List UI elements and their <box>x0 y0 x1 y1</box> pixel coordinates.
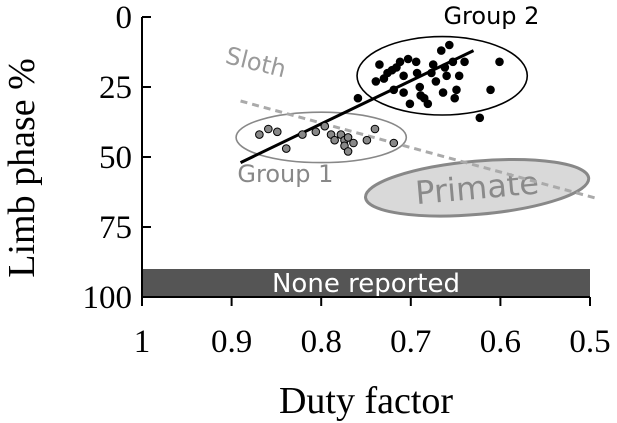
data-points-layer <box>255 40 504 156</box>
group-2-point <box>445 40 454 50</box>
group-2-point <box>436 46 446 55</box>
group-2-annotation: Group 2 <box>443 2 539 30</box>
none-reported-band <box>142 269 590 297</box>
group-2-point <box>448 57 458 67</box>
group-2-point <box>395 57 405 67</box>
group-2-point <box>371 77 381 86</box>
group-2-point <box>460 57 469 67</box>
x-tick-label: 0.9 <box>211 324 252 360</box>
group-2-point <box>431 77 441 86</box>
x-axis-label: Duty factor <box>279 380 453 422</box>
y-tick-label: 100 <box>83 280 133 316</box>
group-2-ellipse <box>356 35 529 116</box>
group-1-ellipse <box>235 111 408 164</box>
y-tick-label: 0 <box>116 0 133 36</box>
annotation-layer: Group 2 Group 1 Sloth <box>223 2 540 188</box>
reference-lines-layer <box>239 49 600 201</box>
group-1-point <box>343 133 353 142</box>
none-reported-label: None reported <box>272 269 460 299</box>
sloth-annotation: Sloth <box>223 41 289 83</box>
group-2-point <box>412 68 422 78</box>
group-2-point <box>454 71 464 81</box>
group-2-point <box>475 113 485 123</box>
sloth-dashed-line <box>240 99 600 201</box>
trend-line <box>239 49 475 164</box>
group-1-point <box>320 121 330 131</box>
group-2-point <box>411 57 421 67</box>
group-2-point <box>486 85 495 95</box>
group-2-point <box>403 54 413 64</box>
group-1-point <box>349 138 358 148</box>
group-2-point <box>428 60 438 69</box>
group-ellipses-layer: Primate <box>235 35 591 218</box>
group-2-point <box>438 88 448 97</box>
group-1-point <box>255 130 264 139</box>
group-1-point <box>330 135 339 145</box>
group-2-point <box>423 99 433 109</box>
group-1-point <box>272 127 282 137</box>
group-1-point <box>370 124 380 134</box>
group-2-point <box>353 93 363 103</box>
primate-ellipse <box>364 158 591 218</box>
group-1-point <box>389 138 399 148</box>
group-1-annotation: Group 1 <box>237 160 333 188</box>
group-2-point <box>389 85 399 95</box>
group-1-point <box>264 124 273 134</box>
group-1-point <box>281 144 291 153</box>
none-reported-band-layer: None reported <box>142 269 590 299</box>
group-2-point <box>450 93 460 103</box>
x-tick-label: 0.8 <box>301 324 342 360</box>
group-2-point <box>495 57 504 67</box>
group-1-point <box>311 127 321 137</box>
group-2-point <box>415 82 425 92</box>
group-2-point <box>375 60 384 69</box>
group-2-point <box>442 71 451 81</box>
y-tick-label: 25 <box>99 70 132 106</box>
y-axis-label: Limb phase % <box>1 58 43 278</box>
x-tick-label: 0.6 <box>480 324 521 360</box>
x-tick-label: 0.7 <box>390 324 431 360</box>
group-2-point <box>399 71 408 81</box>
group-1-point <box>298 130 307 139</box>
group-1-point <box>362 135 372 145</box>
group-2-point <box>440 63 450 72</box>
group-2-point <box>399 88 408 97</box>
group-2-point <box>405 99 415 109</box>
x-tick-label: 1 <box>134 324 151 360</box>
y-tick-label: 50 <box>99 140 132 176</box>
x-tick-label: 0.5 <box>569 324 610 360</box>
y-tick-label: 75 <box>99 210 132 246</box>
group-1-point <box>343 147 353 156</box>
group-2-point <box>427 68 436 78</box>
group-2-point <box>452 85 461 95</box>
